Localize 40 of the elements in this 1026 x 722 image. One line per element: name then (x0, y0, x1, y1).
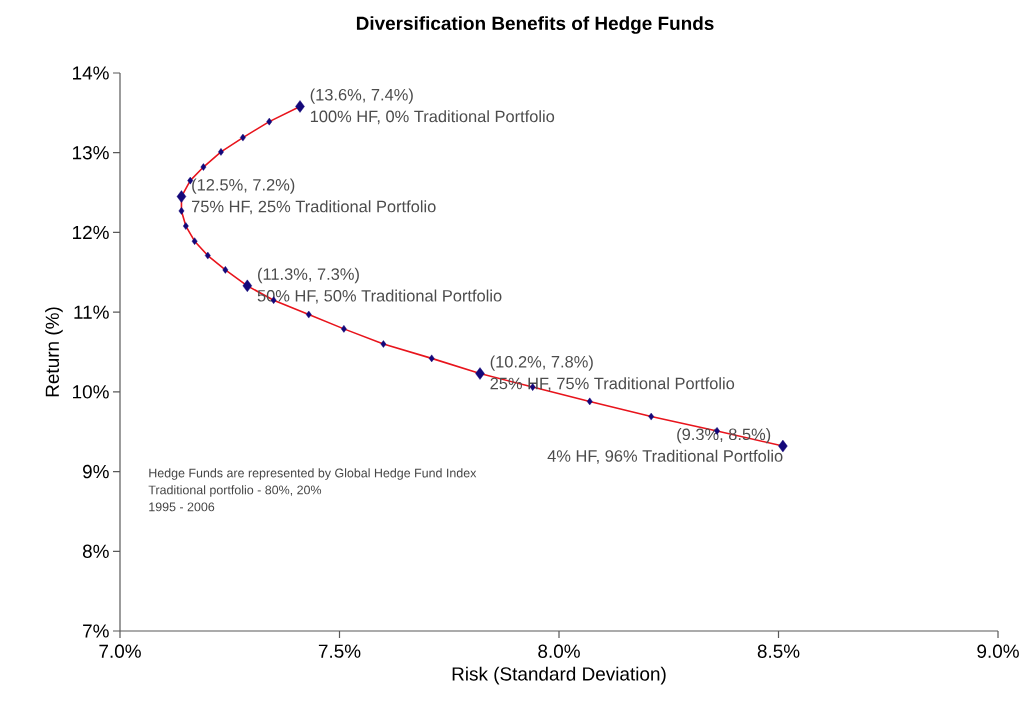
annotation: Hedge Funds are represented by Global Hedge Fund Index (149, 468, 477, 480)
annotation: 100% HF, 0% Traditional Portfolio (310, 110, 555, 125)
point (178, 207, 185, 215)
annotation: 75% HF, 25% Traditional Portfolio (192, 200, 436, 215)
point (218, 148, 224, 156)
annotation: 1995 - 2006 (149, 502, 215, 512)
y-tick-label: 14% (73, 66, 109, 80)
x-tick-label: 9.0% (977, 644, 1019, 658)
point (380, 340, 387, 348)
point (191, 237, 198, 245)
point (305, 310, 312, 319)
y-tick-label: 7% (83, 624, 109, 638)
point (586, 397, 593, 406)
annotation: (11.3%, 7.3%) (258, 267, 359, 284)
annotation: (13.6%, 7.4%) (310, 88, 413, 104)
annotation: (10.2%, 7.8%) (490, 355, 593, 371)
y-tick-label: 12% (73, 225, 109, 240)
point (182, 222, 189, 230)
annotation: (12.5%, 7.2%) (192, 178, 295, 194)
y-tick-label: 9% (83, 464, 109, 479)
y-tick-label: 11% (74, 305, 109, 319)
y-tick-label: 13% (73, 146, 109, 160)
point (222, 266, 229, 274)
point (266, 117, 273, 126)
chart-title: Diversification Benefits of Hedge Funds (356, 16, 714, 34)
annotation: Traditional portfolio - 80%, 20% (148, 485, 322, 497)
point (428, 354, 435, 363)
y-tick-label: 8% (82, 544, 109, 558)
point (341, 325, 347, 333)
y-axis-title: Return (%) (45, 307, 63, 397)
y-tick-label: 10% (73, 385, 109, 399)
x-tick-label: 7.5% (318, 644, 361, 658)
x-tick-label: 8.0% (538, 644, 580, 658)
point (204, 251, 211, 260)
x-tick-label: 8.5% (757, 644, 800, 658)
point (648, 412, 655, 421)
annotation: 4% HF, 96% Traditional Portfolio (547, 449, 783, 464)
x-axis-title: Risk (Standard Deviation) (452, 666, 666, 685)
x-tick-label: 7.0% (99, 644, 141, 658)
point (200, 163, 207, 171)
